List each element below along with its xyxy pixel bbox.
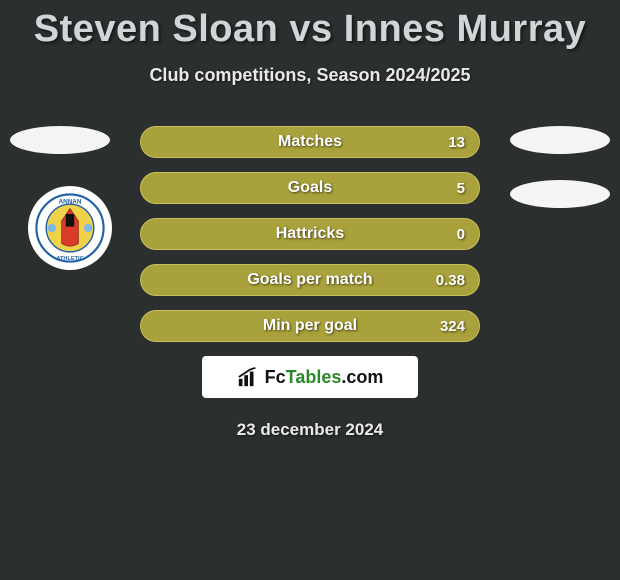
stat-bars: Matches 13 Goals 5 Hattricks 0 Goals per… [140, 126, 480, 342]
team-badge: ANNAN ATHLETIC [28, 186, 112, 270]
right-ellipse-placeholder-2 [510, 180, 610, 208]
stat-label: Goals [288, 179, 332, 197]
right-ellipse-placeholder-1 [510, 126, 610, 154]
subtitle: Club competitions, Season 2024/2025 [0, 65, 620, 86]
stat-bar-goals: Goals 5 [140, 172, 480, 204]
stat-value: 324 [440, 318, 465, 335]
stat-bar-matches: Matches 13 [140, 126, 480, 158]
comparison-area: ANNAN ATHLETIC Matches 13 Goals 5 Hattri… [0, 126, 620, 440]
stat-label: Goals per match [247, 271, 372, 289]
stat-bar-goals-per-match: Goals per match 0.38 [140, 264, 480, 296]
page-title: Steven Sloan vs Innes Murray [0, 0, 620, 51]
svg-text:ANNAN: ANNAN [59, 199, 82, 206]
stat-label: Hattricks [276, 225, 344, 243]
stat-value: 5 [457, 180, 465, 197]
stat-bar-hattricks: Hattricks 0 [140, 218, 480, 250]
stat-label: Matches [278, 133, 342, 151]
stat-value: 0.38 [436, 272, 465, 289]
stat-value: 0 [457, 226, 465, 243]
stat-bar-min-per-goal: Min per goal 324 [140, 310, 480, 342]
left-ellipse-placeholder [10, 126, 110, 154]
stat-label: Min per goal [263, 317, 357, 335]
svg-text:ATHLETIC: ATHLETIC [56, 256, 83, 262]
bar-chart-icon [237, 366, 259, 388]
stat-value: 13 [448, 134, 465, 151]
brand-logo[interactable]: FcTables.com [202, 356, 418, 398]
brand-text: FcTables.com [265, 367, 384, 388]
date-label: 23 december 2024 [0, 420, 620, 440]
annan-athletic-crest-icon: ANNAN ATHLETIC [35, 193, 105, 263]
